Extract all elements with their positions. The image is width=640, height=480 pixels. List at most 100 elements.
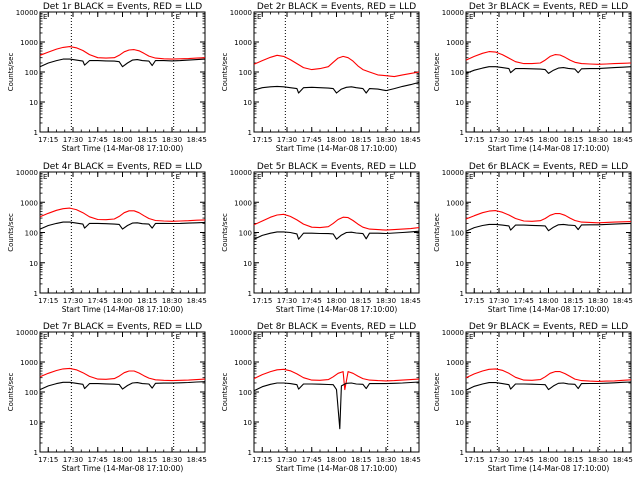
x-tick-label: 18:30 xyxy=(588,297,608,305)
lld-series-line xyxy=(253,54,420,78)
detector-panel: Det 2r BLACK = Events, RED = LLD 1 10 100 10… xyxy=(221,2,421,153)
x-tick-label: 18:00 xyxy=(112,136,132,144)
y-tick-label: 100 xyxy=(451,389,464,397)
y-tick-label: 10 xyxy=(455,260,464,268)
plot-frame xyxy=(39,171,206,294)
y-tick-label: 10000 xyxy=(16,329,38,337)
events-series-line xyxy=(465,66,632,74)
x-tick-label: 17:45 xyxy=(302,297,322,305)
y-tick-label: 10000 xyxy=(230,9,252,17)
y-tick-label: 10 xyxy=(455,99,464,107)
x-tick-label: 18:00 xyxy=(326,297,346,305)
x-tick-label: 18:30 xyxy=(376,456,396,464)
x-tick-label: 17:45 xyxy=(514,136,534,144)
plot-frame xyxy=(39,331,206,453)
detector-panel: Det 6r BLACK = Events, RED = LLD 1 10 100 10… xyxy=(433,162,633,314)
lld-series-line xyxy=(465,368,632,382)
x-tick-label: 17:15 xyxy=(252,456,272,464)
y-tick-label: 10 xyxy=(243,419,252,427)
event-marker: E xyxy=(602,13,606,21)
y-tick-label: 1 xyxy=(34,129,38,137)
x-tick-label: 17:15 xyxy=(38,456,58,464)
x-tick-label: 18:45 xyxy=(187,297,207,305)
x-tick-label: 17:15 xyxy=(464,456,484,464)
detector-panel: Det 1r BLACK = Events, RED = LLD 1 10 100 10… xyxy=(7,2,207,153)
x-tick-label: 18:45 xyxy=(187,136,207,144)
x-tick-label: 18:45 xyxy=(401,297,421,305)
y-tick-label: 100 xyxy=(25,69,38,77)
x-tick-label: 18:30 xyxy=(588,456,608,464)
x-tick-label: 17:30 xyxy=(489,297,509,305)
event-marker: E xyxy=(257,173,261,181)
y-tick-label: 10 xyxy=(243,260,252,268)
x-axis-label: Start Time (14-Mar-08 17:10:00) xyxy=(488,144,610,153)
y-tick-label: 1000 xyxy=(234,199,252,207)
y-tick-label: 10000 xyxy=(442,169,464,177)
x-axis-label: Start Time (14-Mar-08 17:10:00) xyxy=(62,144,184,153)
plot-frame xyxy=(253,11,420,133)
y-axis-label: Counts/sec xyxy=(221,213,229,252)
x-tick-label: 18:15 xyxy=(351,456,371,464)
detector-panel: Det 5r BLACK = Events, RED = LLD 1 10 100 10… xyxy=(221,162,421,314)
x-tick-label: 18:30 xyxy=(376,136,396,144)
x-tick-label: 18:15 xyxy=(137,136,157,144)
event-marker: E xyxy=(176,173,180,181)
x-tick-label: 18:45 xyxy=(401,136,421,144)
y-tick-label: 10000 xyxy=(442,329,464,337)
x-tick-label: 18:00 xyxy=(538,456,558,464)
events-series-line xyxy=(39,381,206,391)
y-tick-label: 100 xyxy=(239,230,252,238)
x-tick-label: 18:00 xyxy=(326,456,346,464)
x-tick-label: 17:45 xyxy=(302,136,322,144)
x-tick-label: 17:30 xyxy=(63,456,83,464)
x-axis-label: Start Time (14-Mar-08 17:10:00) xyxy=(276,464,398,473)
y-tick-label: 100 xyxy=(451,230,464,238)
x-tick-label: 18:45 xyxy=(613,136,633,144)
events-series-line xyxy=(465,381,632,391)
x-tick-label: 18:30 xyxy=(588,136,608,144)
x-tick-label: 17:45 xyxy=(514,456,534,464)
y-axis-label: Counts/sec xyxy=(7,373,15,412)
y-tick-label: 10000 xyxy=(16,169,38,177)
lld-series-line xyxy=(465,51,632,65)
lld-series-line xyxy=(39,367,206,382)
panel-title: Det 1r BLACK = Events, RED = LLD xyxy=(43,2,202,12)
y-tick-label: 10 xyxy=(243,99,252,107)
lld-series-line xyxy=(465,210,632,224)
y-tick-label: 1000 xyxy=(20,39,38,47)
x-tick-label: 17:30 xyxy=(277,136,297,144)
y-tick-label: 1 xyxy=(248,449,252,457)
detector-panel: Det 3r BLACK = Events, RED = LLD 1 10 100 10… xyxy=(433,2,633,153)
y-tick-label: 100 xyxy=(239,69,252,77)
y-tick-label: 10 xyxy=(29,260,38,268)
events-series-line xyxy=(253,381,420,430)
x-tick-label: 17:30 xyxy=(489,456,509,464)
x-axis-label: Start Time (14-Mar-08 17:10:00) xyxy=(488,305,610,314)
panel-title: Det 4r BLACK = Events, RED = LLD xyxy=(43,162,202,172)
lld-series-line xyxy=(39,207,206,222)
x-tick-label: 18:45 xyxy=(613,297,633,305)
events-series-line xyxy=(253,230,420,240)
x-tick-label: 18:15 xyxy=(137,297,157,305)
event-marker: E xyxy=(390,13,394,21)
x-tick-label: 18:15 xyxy=(563,456,583,464)
x-tick-label: 17:15 xyxy=(38,297,58,305)
plot-frame xyxy=(465,171,632,294)
y-axis-label: Counts/sec xyxy=(7,53,15,92)
detector-panel: Det 8r BLACK = Events, RED = LLD 1 10 100 10… xyxy=(221,322,421,473)
y-axis-label: Counts/sec xyxy=(433,213,441,252)
event-marker: E xyxy=(176,13,180,21)
event-marker: E xyxy=(390,173,394,181)
x-tick-label: 18:15 xyxy=(563,136,583,144)
x-tick-label: 18:45 xyxy=(613,456,633,464)
y-tick-label: 1 xyxy=(34,449,38,457)
x-axis-label: Start Time (14-Mar-08 17:10:00) xyxy=(62,305,184,314)
y-tick-label: 100 xyxy=(25,389,38,397)
x-tick-label: 17:30 xyxy=(489,136,509,144)
y-tick-label: 1000 xyxy=(446,39,464,47)
event-marker: E xyxy=(469,173,473,181)
y-tick-label: 10000 xyxy=(230,329,252,337)
x-tick-label: 18:15 xyxy=(351,297,371,305)
event-marker: E xyxy=(257,13,261,21)
